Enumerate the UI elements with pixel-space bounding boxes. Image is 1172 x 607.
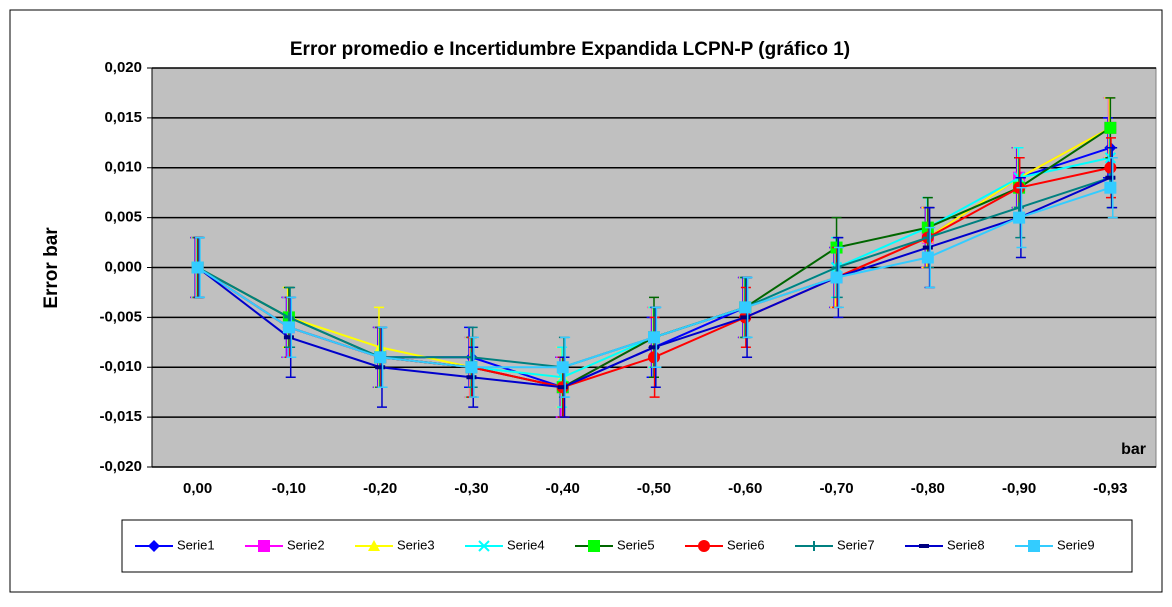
x-tick-label: 0,00 <box>183 480 212 497</box>
legend-marker <box>698 540 710 552</box>
legend-label: Serie8 <box>947 537 985 552</box>
marker <box>1104 161 1117 174</box>
x-tick-label: -0,30 <box>454 480 488 497</box>
y-tick-label: -0,010 <box>99 358 142 375</box>
y-tick-label: -0,020 <box>99 458 142 475</box>
legend-label: Serie9 <box>1057 537 1095 552</box>
legend-marker <box>148 540 160 552</box>
legend-marker <box>919 544 929 548</box>
x-tick-label: -0,80 <box>911 480 945 497</box>
marker <box>1104 121 1117 134</box>
y-tick-label: -0,015 <box>99 408 142 425</box>
marker <box>466 375 477 380</box>
legend-label: Serie3 <box>397 537 435 552</box>
series <box>191 157 1118 398</box>
marker <box>922 245 933 250</box>
marker <box>922 232 933 243</box>
x-tick-label: -0,10 <box>272 480 306 497</box>
marker <box>1104 181 1117 194</box>
marker <box>191 261 204 274</box>
legend-label: Serie4 <box>507 537 545 552</box>
marker <box>921 251 934 264</box>
legend-marker <box>258 540 270 552</box>
marker <box>648 351 660 364</box>
legend-label: Serie2 <box>287 537 325 552</box>
marker <box>830 271 843 284</box>
legend-label: Serie7 <box>837 537 875 552</box>
marker <box>1013 211 1026 224</box>
y-tick-label: -0,005 <box>99 308 142 325</box>
x-tick-label: -0,50 <box>637 480 671 497</box>
marker <box>557 385 568 390</box>
marker <box>739 301 752 314</box>
marker <box>1014 202 1025 213</box>
marker <box>375 365 386 370</box>
marker <box>649 345 659 350</box>
marker <box>648 331 660 344</box>
legend-label: Serie5 <box>617 537 655 552</box>
marker <box>282 321 295 334</box>
legend-label: Serie6 <box>727 537 765 552</box>
marker <box>465 361 478 374</box>
y-tick-label: 0,010 <box>104 159 142 176</box>
x-tick-label: -0,90 <box>1002 480 1036 497</box>
y-tick-label: 0,000 <box>104 258 142 275</box>
legend-marker <box>809 541 819 551</box>
x-tick-label: -0,60 <box>728 480 762 497</box>
marker <box>374 351 387 364</box>
marker <box>740 315 751 320</box>
legend-marker <box>588 540 600 552</box>
legend-marker <box>1028 540 1040 552</box>
y-tick-label: 0,015 <box>104 109 142 126</box>
chart-title: Error promedio e Incertidumbre Expandida… <box>290 39 850 60</box>
y-axis-label: Error bar <box>41 227 62 309</box>
marker <box>556 361 569 374</box>
legend-marker <box>478 540 490 552</box>
marker <box>283 312 294 323</box>
y-tick-label: 0,020 <box>104 59 142 76</box>
marker <box>466 352 477 363</box>
legend-box <box>121 519 1133 573</box>
x-tick-label: -0,40 <box>546 480 580 497</box>
x-axis-label: bar <box>1121 441 1146 458</box>
marker <box>1105 175 1116 180</box>
marker <box>283 335 294 340</box>
legend-marker <box>368 540 380 551</box>
marker <box>831 262 842 273</box>
y-tick-label: 0,005 <box>104 209 142 226</box>
x-tick-label: -0,93 <box>1093 480 1127 497</box>
x-tick-label: -0,20 <box>363 480 397 497</box>
legend-label: Serie1 <box>177 537 215 552</box>
x-tick-label: -0,70 <box>819 480 853 497</box>
